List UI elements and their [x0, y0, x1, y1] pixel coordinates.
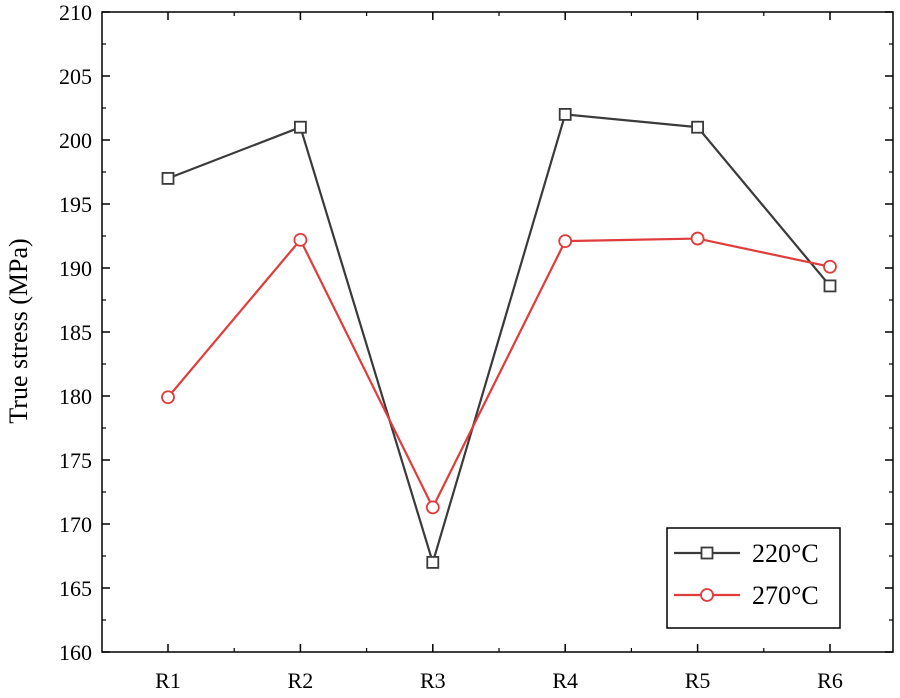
data-point — [425, 500, 440, 515]
y-tick-label: 175 — [59, 448, 92, 473]
axes: 160 165 170 175 180 185 190 195 200 205 210 R1 R2 R3 R… — [59, 0, 894, 693]
data-point — [558, 234, 573, 249]
legend-marker — [700, 546, 714, 560]
x-tick-label: R3 — [420, 668, 446, 693]
y-tick-label: 160 — [59, 640, 92, 665]
data-point — [426, 556, 440, 569]
x-tick-label: R2 — [288, 668, 314, 693]
data-point — [293, 232, 308, 247]
series-line — [167, 237, 831, 510]
data-point — [691, 120, 704, 134]
legend-marker — [700, 588, 714, 602]
y-tick-label: 195 — [59, 192, 92, 217]
y-tick-label: 200 — [59, 128, 92, 153]
series-line — [167, 113, 831, 567]
data-point — [823, 259, 837, 274]
data-point — [293, 120, 307, 134]
y-axis-title: True stress (MPa) — [4, 238, 33, 423]
data-point — [161, 171, 175, 185]
y-tick-label: 185 — [59, 320, 92, 345]
y-tick-label: 205 — [59, 64, 92, 89]
legend-box — [666, 527, 841, 629]
legend: 220°C 270°C — [666, 527, 841, 629]
y-tick-label: 210 — [59, 0, 92, 25]
series-1 — [161, 108, 837, 569]
y-tick-label: 165 — [59, 576, 92, 601]
legend-label: 270°C — [752, 581, 819, 610]
data-point — [823, 279, 837, 293]
x-tick-label: R4 — [552, 668, 578, 693]
y-tick-label: 190 — [59, 256, 92, 281]
y-tick-label: 170 — [59, 512, 92, 537]
legend-label: 220°C — [752, 539, 819, 568]
data-point — [690, 231, 705, 246]
series-layer — [161, 108, 837, 569]
data-point — [558, 108, 572, 121]
x-tick-label: R1 — [155, 668, 181, 693]
y-tick-label: 180 — [59, 384, 92, 409]
series-2 — [161, 231, 837, 515]
x-tick-label: R6 — [817, 668, 843, 693]
x-tick-label: R5 — [685, 668, 711, 693]
data-point — [161, 390, 175, 405]
